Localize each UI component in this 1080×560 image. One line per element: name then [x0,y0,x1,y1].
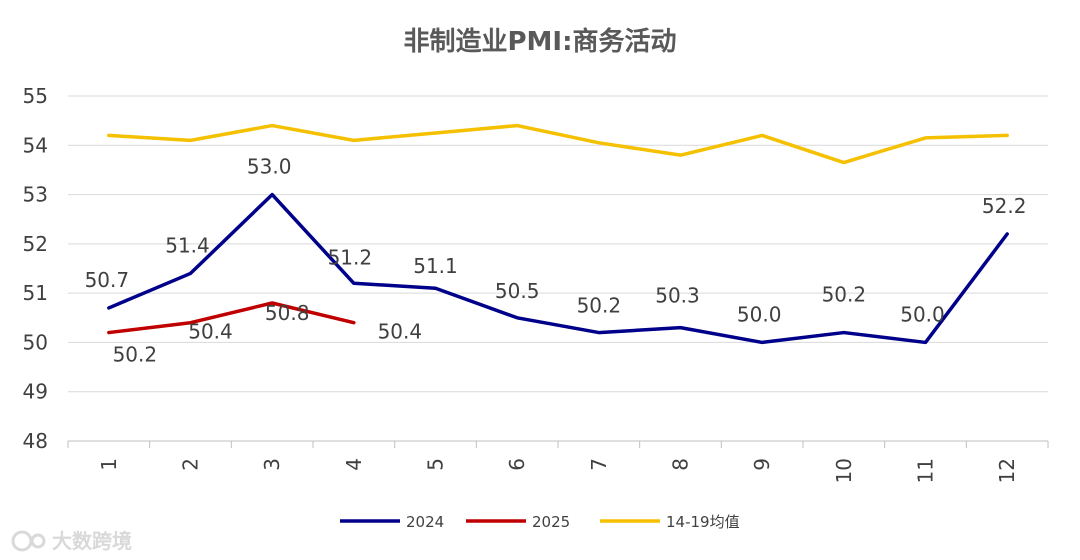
data-label-2024: 50.3 [655,284,700,308]
data-labels: 50.7 51.4 53.0 51.2 51.1 50.5 50.2 50.3 50.0 50.2… [85,155,1027,367]
x-tick-label: 1 [97,458,121,471]
series-line-14-19均值 [107,123,1009,165]
data-label-2025: 50.4 [188,320,233,344]
series-layer [107,123,1009,345]
x-tick-label: 12 [995,458,1019,483]
data-label-2024: 50.5 [495,279,540,303]
y-tick-label: 53 [23,183,48,207]
legend-label-2025: 2025 [532,513,570,531]
data-label-2025: 50.8 [265,301,310,325]
watermark-text: 大数跨境 [52,529,132,553]
legend: 2024 2025 14-19均值 [340,513,740,531]
x-tick-label: 7 [587,458,611,471]
data-label-2024: 50.2 [822,283,867,307]
y-tick-label: 51 [23,281,48,305]
data-label-2024: 50.0 [737,302,782,326]
data-label-2024: 51.1 [413,254,458,278]
gridlines [68,95,1048,393]
x-tick-label: 9 [750,458,774,471]
x-axis: 1 2 3 4 5 6 7 8 9 10 11 12 [67,440,1049,483]
watermark-logo-icon [11,530,46,552]
data-label-2024: 51.4 [165,233,210,257]
x-tick-label: 3 [260,458,284,471]
y-tick-label: 54 [23,133,48,157]
series-line-2025 [107,301,356,335]
y-axis: 48 49 50 51 52 53 54 55 [23,84,48,453]
data-label-2024: 50.2 [577,294,622,318]
x-tick-label: 8 [669,458,693,471]
x-tick-label: 2 [179,458,203,471]
y-tick-label: 48 [23,429,48,453]
chart-title: 非制造业PMI:商务活动 [403,26,676,57]
data-label-2025: 50.4 [378,320,423,344]
y-tick-label: 55 [23,84,48,108]
data-label-2024: 53.0 [247,155,292,179]
watermark: 大数跨境 [11,529,132,553]
legend-label-14-19均值: 14-19均值 [666,513,740,531]
x-tick-label: 10 [832,458,856,483]
data-label-2024: 52.2 [982,194,1027,218]
y-tick-label: 49 [23,380,48,404]
data-label-2024: 51.2 [328,245,373,269]
data-label-2025: 50.2 [113,343,158,367]
x-tick-label: 6 [505,458,529,471]
data-label-2024: 50.0 [900,302,945,326]
y-tick-label: 52 [23,232,48,256]
y-tick-label: 50 [23,330,48,354]
x-tick-label: 4 [342,458,366,471]
legend-label-2024: 2024 [406,513,444,531]
x-tick-label: 5 [424,458,448,471]
data-label-2024: 50.7 [85,268,130,292]
x-tick-label: 11 [914,458,938,483]
series-line-2024 [107,192,1009,345]
